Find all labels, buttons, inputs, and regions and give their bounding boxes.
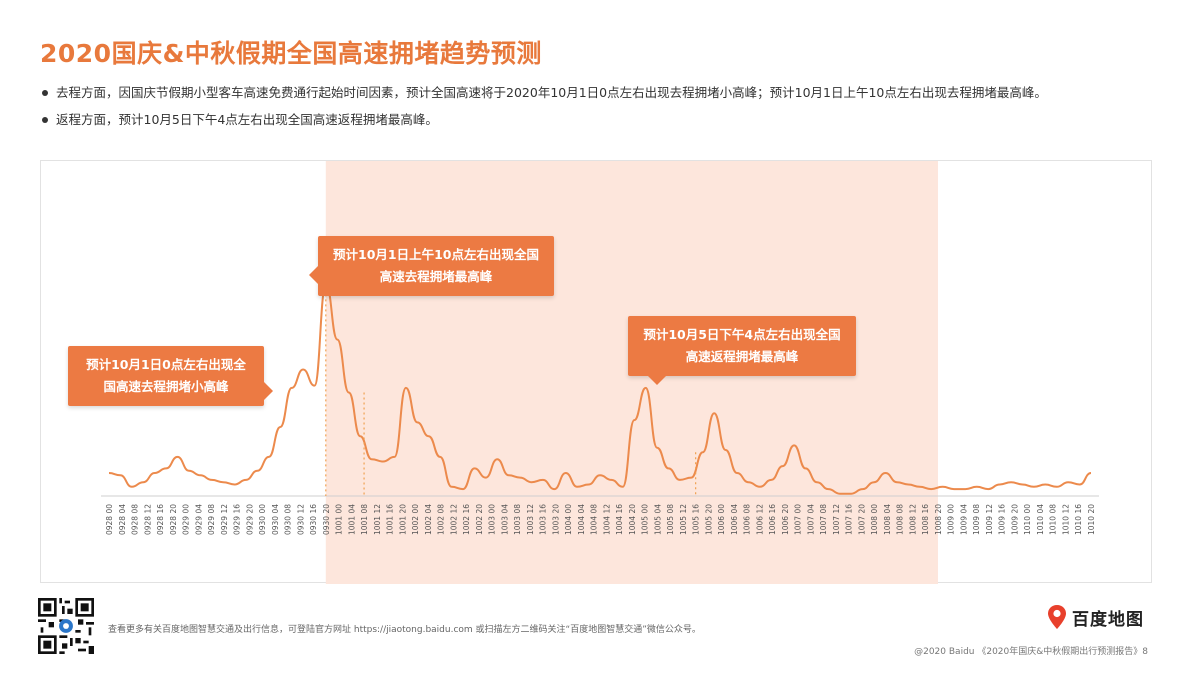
x-tick-label: 1007 16 — [845, 504, 854, 535]
x-tick-label: 0928 20 — [169, 504, 178, 535]
callout-return-max-peak-text: 预计10月5日下午4点左右出现全国高速返程拥堵最高峰 — [643, 327, 841, 364]
x-tick-label: 1005 00 — [641, 504, 650, 535]
chart-frame: 0928 00 0928 04 0928 08 0928 12 0928 16 0928 … — [40, 160, 1152, 584]
summary-bullets: 去程方面，因国庆节假期小型客车高速免费通行起始时间因素，预计全国高速将于2020… — [40, 82, 1160, 136]
x-tick-label: 1001 04 — [347, 504, 356, 535]
x-tick-label: 1002 08 — [437, 504, 446, 535]
bullet-return: 返程方面，预计10月5日下午4点左右出现全国高速返程拥堵最高峰。 — [40, 109, 1160, 130]
x-tick-label: 1008 08 — [896, 504, 905, 535]
x-tick-label: 1001 16 — [386, 504, 395, 535]
x-tick-label: 1004 20 — [628, 504, 637, 535]
x-tick-label: 1009 00 — [947, 504, 956, 535]
x-tick-label: 1004 00 — [564, 504, 573, 535]
callout-outbound-max-peak-text: 预计10月1日上午10点左右出现全国高速去程拥堵最高峰 — [333, 247, 539, 284]
x-tick-label: 1003 04 — [500, 504, 509, 535]
x-tick-label: 0929 12 — [220, 504, 229, 535]
x-tick-label: 1007 00 — [794, 504, 803, 535]
x-tick-label: 0930 16 — [309, 504, 318, 535]
x-tick-label: 1005 04 — [653, 504, 662, 535]
x-tick-label: 0929 08 — [207, 504, 216, 535]
x-tick-label: 1005 16 — [692, 504, 701, 535]
x-tick-label: 0928 12 — [143, 504, 152, 535]
x-tick-label: 1006 16 — [768, 504, 777, 535]
callout-outbound-max-peak: 预计10月1日上午10点左右出现全国高速去程拥堵最高峰 — [309, 236, 554, 296]
x-tick-label: 1004 16 — [615, 504, 624, 535]
x-tick-label: 1010 12 — [1062, 504, 1071, 535]
callout-arrow — [309, 266, 318, 284]
x-tick-label: 0930 08 — [284, 504, 293, 535]
x-tick-label: 1005 20 — [704, 504, 713, 535]
x-tick-label: 1004 08 — [590, 504, 599, 535]
x-tick-label: 1006 20 — [781, 504, 790, 535]
x-tick-label: 1009 16 — [998, 504, 1007, 535]
x-tick-label: 1002 20 — [475, 504, 484, 535]
callout-return-max-peak: 预计10月5日下午4点左右出现全国高速返程拥堵最高峰 — [628, 316, 856, 385]
callout-outbound-minor-peak: 预计10月1日0点左右出现全国高速去程拥堵小高峰 — [68, 346, 273, 406]
x-tick-label: 1009 12 — [985, 504, 994, 535]
x-tick-label: 1003 00 — [488, 504, 497, 535]
x-tick-label: 1008 04 — [883, 504, 892, 535]
x-tick-label: 1006 12 — [755, 504, 764, 535]
x-tick-label: 1009 08 — [972, 504, 981, 535]
callout-arrow — [264, 382, 273, 400]
x-tick-label: 1010 00 — [1023, 504, 1032, 535]
x-tick-label: 1006 04 — [730, 504, 739, 535]
footer-info-text: 查看更多有关百度地图智慧交通及出行信息，可登陆官方网址 https://jiao… — [108, 625, 701, 635]
x-tick-label: 1004 12 — [602, 504, 611, 535]
x-tick-label: 1003 20 — [551, 504, 560, 535]
x-tick-label: 1007 04 — [806, 504, 815, 535]
x-tick-label: 1010 08 — [1049, 504, 1058, 535]
bullet-outbound: 去程方面，因国庆节假期小型客车高速免费通行起始时间因素，预计全国高速将于2020… — [40, 82, 1160, 103]
x-tick-label: 1005 08 — [666, 504, 675, 535]
x-tick-label: 0928 04 — [118, 504, 127, 535]
x-tick-label: 1001 00 — [335, 504, 344, 535]
x-tick-label: 1010 20 — [1087, 504, 1096, 535]
x-tick-label: 1008 20 — [934, 504, 943, 535]
x-tick-label: 1006 08 — [743, 504, 752, 535]
x-tick-label: 1009 04 — [960, 504, 969, 535]
x-tick-label: 1007 12 — [832, 504, 841, 535]
callout-outbound-minor-peak-text: 预计10月1日0点左右出现全国高速去程拥堵小高峰 — [86, 357, 246, 394]
x-tick-label: 0929 04 — [194, 504, 203, 535]
x-tick-label: 1007 08 — [819, 504, 828, 535]
x-tick-label: 1001 12 — [373, 504, 382, 535]
x-tick-label: 0930 12 — [296, 504, 305, 535]
callout-arrow — [648, 376, 666, 385]
x-tick-label: 0928 16 — [156, 504, 165, 535]
x-tick-label: 1002 00 — [411, 504, 420, 535]
x-tick-label: 1001 20 — [398, 504, 407, 535]
x-tick-label: 1003 08 — [513, 504, 522, 535]
x-tick-label: 1008 12 — [909, 504, 918, 535]
x-tick-label: 1008 16 — [921, 504, 930, 535]
qr-code-icon[interactable] — [38, 598, 94, 654]
x-tick-label: 1001 08 — [360, 504, 369, 535]
x-tick-label: 0929 00 — [182, 504, 191, 535]
x-tick-label: 1003 12 — [526, 504, 535, 535]
x-tick-label: 0929 20 — [245, 504, 254, 535]
x-tick-label: 1002 12 — [449, 504, 458, 535]
x-tick-label: 0928 08 — [131, 504, 140, 535]
x-tick-label: 0930 20 — [322, 504, 331, 535]
x-tick-label: 0930 00 — [258, 504, 267, 535]
x-tick-label: 1006 00 — [717, 504, 726, 535]
x-tick-label: 1008 00 — [870, 504, 879, 535]
x-tick-label: 1002 04 — [424, 504, 433, 535]
congestion-series-line — [108, 283, 1092, 495]
x-tick-label: 0929 16 — [233, 504, 242, 535]
x-tick-label: 0928 00 — [105, 504, 114, 535]
x-tick-label: 0930 04 — [271, 504, 280, 535]
x-tick-label: 1007 20 — [857, 504, 866, 535]
map-pin-icon — [1048, 605, 1066, 629]
x-tick-label: 1009 20 — [1011, 504, 1020, 535]
x-tick-label: 1002 16 — [462, 504, 471, 535]
x-tick-label: 1010 16 — [1074, 504, 1083, 535]
x-tick-label: 1005 12 — [679, 504, 688, 535]
logo-text: 百度地图 — [1072, 609, 1144, 630]
x-tick-label: 1004 04 — [577, 504, 586, 535]
copyright-text: @2020 Baidu 《2020年国庆&中秋假期出行预测报告》8 — [914, 647, 1148, 657]
x-tick-label: 1003 16 — [539, 504, 548, 535]
baidu-map-logo: 百度地图 — [1046, 604, 1144, 630]
page-title: 2020国庆&中秋假期全国高速拥堵趋势预测 — [40, 39, 542, 68]
x-tick-label: 1010 04 — [1036, 504, 1045, 535]
